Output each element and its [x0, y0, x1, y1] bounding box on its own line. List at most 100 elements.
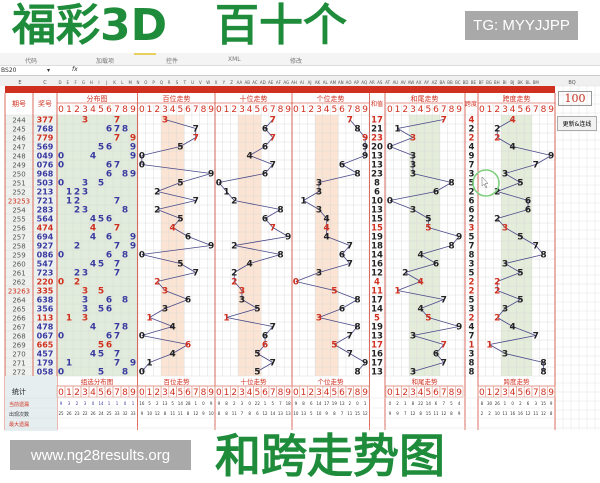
- footer-section-title: 跨度走势: [504, 377, 531, 386]
- ribbon-group-controls[interactable]: 控件: [166, 58, 179, 65]
- name-box[interactable]: BS20: [1, 67, 17, 74]
- digit-header: 7: [193, 105, 199, 115]
- ribbon-group-code[interactable]: 代码: [25, 58, 38, 65]
- dist-digit: 3: [82, 269, 88, 279]
- issue-cell: 249: [12, 162, 25, 170]
- value-cell[interactable]: 100: [558, 91, 592, 106]
- tg-watermark: TG: MYYJJPP: [465, 11, 578, 40]
- sum_tail-trend-digit: 3: [410, 332, 416, 342]
- tens-trend-line: [264, 119, 274, 129]
- fx-icon[interactable]: fx: [72, 66, 78, 73]
- dist-digit: 6: [106, 341, 112, 351]
- column-letter: T: [183, 80, 187, 85]
- tens-trend-line: [272, 227, 289, 237]
- number-cell: 283: [37, 206, 54, 215]
- span-cell: 6: [469, 197, 475, 207]
- ribbon-group-xml[interactable]: XML: [228, 56, 241, 63]
- sum_tail-trend-digit: 1: [394, 125, 400, 135]
- footer-digit-header: 6: [525, 388, 531, 398]
- stat-value: 0: [202, 401, 205, 406]
- stat-value: 2: [233, 401, 236, 406]
- tens-trend-line: [241, 299, 258, 309]
- tens-trend-digit: 7: [270, 359, 276, 369]
- span_trend-trend-line: [497, 137, 513, 147]
- hundreds-trend-digit: 6: [185, 233, 191, 243]
- hundreds-trend-line: [172, 218, 181, 228]
- sum-cell: 16: [371, 350, 383, 360]
- dist-digit: 6: [106, 143, 112, 153]
- overlay-title-line2: 百十个: [215, 0, 347, 51]
- footer-digit-header: 9: [456, 388, 462, 398]
- tens-trend-line: [264, 164, 274, 174]
- span_trend-trend-line: [512, 326, 536, 336]
- footer-digit-header: 2: [402, 388, 408, 398]
- stat-value: 2: [481, 411, 484, 416]
- sum-cell: 4: [374, 278, 380, 288]
- ribbon-group-modify[interactable]: 修改: [290, 58, 303, 65]
- span-cell: 3: [469, 260, 475, 270]
- digit-header: 2: [494, 105, 500, 115]
- sum_tail-trend-digit: 3: [410, 170, 416, 180]
- stat-value: 9: [60, 401, 63, 406]
- sum_tail-trend-line: [435, 353, 445, 363]
- span_trend-trend-digit: 2: [494, 134, 500, 144]
- footer-digit-header: 9: [362, 388, 368, 398]
- units-trend-line: [334, 290, 358, 300]
- update-connect-button[interactable]: 更新&连线: [557, 116, 597, 131]
- dist-digit: 1: [66, 359, 72, 369]
- units-trend-line: [341, 155, 366, 165]
- digit-header: 4: [324, 105, 330, 115]
- issue-cell: 246: [12, 135, 26, 143]
- tens-trend-digit: 6: [262, 215, 268, 225]
- stat-value: 12: [441, 411, 447, 416]
- footer-section-title: 十位走势: [241, 377, 268, 386]
- column-letter: H: [90, 80, 93, 85]
- sum_tail-trend-digit: 6: [433, 350, 439, 360]
- span_trend-trend-digit: 8: [540, 251, 546, 261]
- sum-cell: 6: [374, 188, 380, 198]
- digit-header: 3: [410, 105, 416, 115]
- sum_tail-trend-line: [428, 317, 460, 327]
- units-trend-digit: 4: [324, 224, 330, 234]
- footer-digit-header: 3: [502, 388, 508, 398]
- column-letter: BE: [471, 80, 477, 85]
- dist-digit: 0: [58, 152, 64, 162]
- digit-header: 8: [541, 105, 547, 115]
- digit-header: 5: [517, 105, 523, 115]
- tens-trend-line: [218, 182, 227, 192]
- number-cell: 665: [37, 341, 54, 350]
- hundreds-trend-line: [164, 299, 189, 309]
- span_trend-trend-digit: 2: [494, 314, 500, 324]
- ribbon-group-addins[interactable]: 加载项: [96, 58, 115, 65]
- digit-header: 8: [278, 105, 284, 115]
- stat-value: 8: [218, 411, 221, 416]
- dist-digit: 6: [106, 170, 112, 180]
- footer-digit-header: 6: [433, 388, 439, 398]
- digit-header: 5: [98, 105, 104, 115]
- units-trend-digit: 3: [316, 179, 322, 189]
- stat-value: 22: [418, 401, 424, 406]
- column-letter: Q: [160, 80, 163, 85]
- name-box-dropdown-icon[interactable]: ▾: [47, 67, 51, 74]
- hundreds-trend-digit: 1: [146, 314, 152, 324]
- tens-trend-line: [234, 245, 281, 255]
- hundreds-trend-digit: 3: [162, 116, 168, 126]
- footer-digit-header: 1: [395, 388, 401, 398]
- dist-digit: 4: [90, 350, 96, 360]
- column-letter: BM: [533, 80, 540, 85]
- sum-cell: 21: [371, 125, 383, 135]
- issue-cell: 245: [12, 126, 25, 134]
- stat-value: 8: [333, 411, 336, 416]
- units-trend-digit: 1: [300, 197, 306, 207]
- stat-value: 9: [389, 411, 392, 416]
- sum_tail-trend-line: [397, 281, 421, 291]
- digit-header: 9: [285, 105, 291, 115]
- stat-value: 8: [419, 411, 422, 416]
- tens-trend-line: [264, 128, 274, 138]
- cursor-highlight-circle: [472, 169, 500, 197]
- span-cell: 2: [469, 215, 475, 225]
- dist-digit: 7: [114, 116, 120, 126]
- number-cell: 113: [37, 314, 54, 323]
- digit-header: 1: [224, 105, 230, 115]
